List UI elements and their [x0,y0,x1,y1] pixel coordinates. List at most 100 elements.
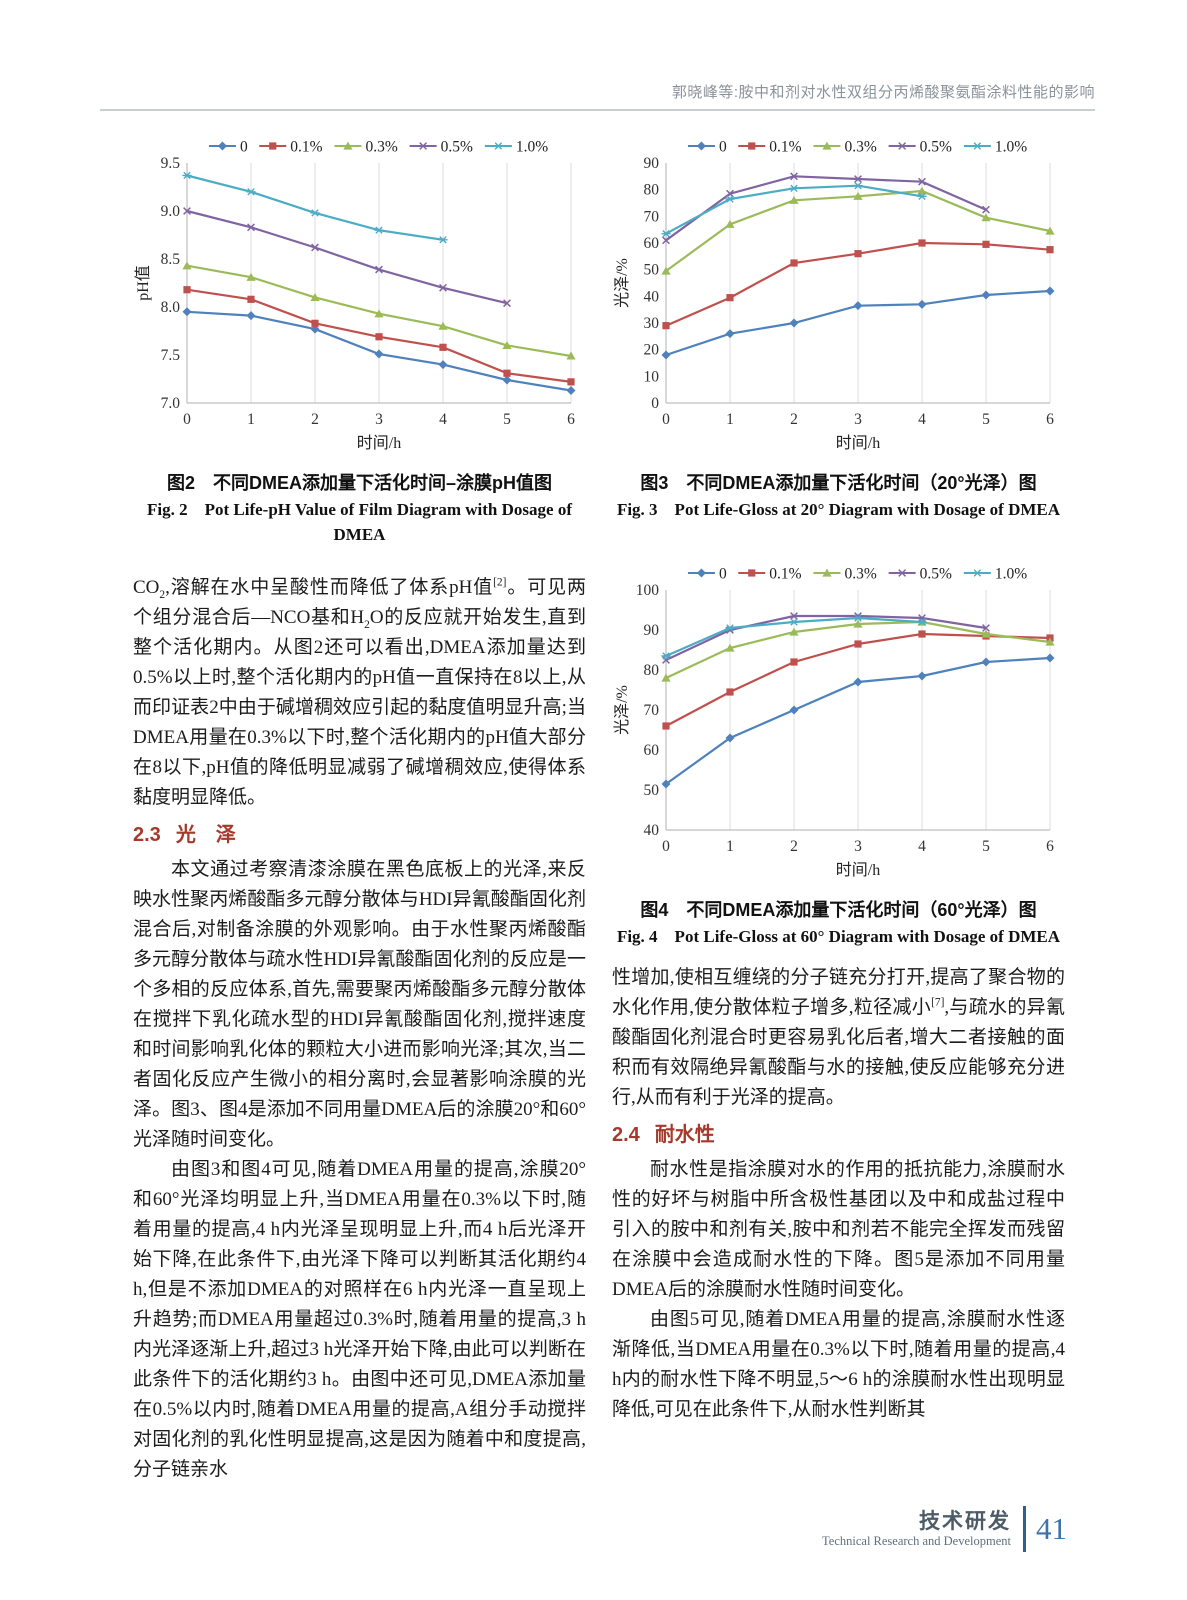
y-tick-label: 90 [644,622,660,639]
y-axis-title: 光泽/% [613,685,631,735]
triangle-marker [343,141,353,150]
footer-section-zh: 技术研发 [919,1509,1011,1533]
diamond-marker [217,141,227,151]
legend-label: 0.5% [441,139,473,156]
star-marker [661,652,671,660]
legend-item-1.0%: 1.0% [484,139,548,156]
triangle-marker [502,341,512,349]
square-marker [790,259,798,267]
x-tick-label: 0 [662,411,670,428]
x-tick-label: 3 [854,838,862,855]
square-marker [439,343,447,351]
square-marker [982,240,990,248]
x-marker [982,624,990,632]
diamond-marker [438,360,448,370]
x-axis-title: 时间/h [357,434,401,452]
triangle-marker [1045,226,1055,235]
diamond-marker [696,141,706,151]
legend-item-1.0%: 1.0% [963,566,1027,583]
legend-label: 0.5% [920,139,952,156]
fig2-caption-zh: 图2 不同DMEA添加量下活化时间–涂膜pH值图 [166,473,552,493]
legend-label: 0.3% [844,566,876,583]
star-marker [310,209,320,217]
triangle-marker [566,351,576,360]
fig2-caption-en: Fig. 2 Pot Life-pH Value of Film Diagram… [147,500,572,544]
star-marker [661,229,671,238]
x-tick-label: 5 [503,411,511,428]
paragraph: 由图5可见,随着DMEA用量的提高,涂膜耐水性逐渐降低,当DMEA用量在0.3%… [612,1309,1065,1420]
square-marker [748,569,756,577]
right-body-text: 性增加,使相互缠绕的分子链充分打开,提高了聚合物的水化作用,使分散体粒子增多,粒… [612,963,1065,1425]
diamond-marker [789,318,799,328]
x-axis-title: 时间/h [836,861,880,879]
fig4-caption-en: Fig. 4 Pot Life-Gloss at 60° Diagram wit… [616,927,1061,946]
triangle-marker [246,272,256,281]
diamond-marker [917,299,927,309]
square-marker [662,322,670,330]
series-0.3% [661,617,1055,682]
x-tick-label: 4 [918,411,926,428]
triangle-marker [438,321,448,330]
y-tick-label: 8.0 [161,299,181,316]
x-marker [439,283,447,292]
x-tick-label: 2 [311,411,319,428]
legend-item-0.5%: 0.5% [888,566,952,583]
triangle-marker [661,266,671,275]
series-1.0% [182,171,448,244]
triangle-marker [981,629,991,638]
square-marker [854,640,862,648]
x-marker [375,265,383,274]
two-column-layout: 7.0 7.5 8.0 8.5 9.0 9.5 0 1 2 3 4 5 6 时间/h pH值 0 0.1% 0.3… [133,133,1065,1485]
paragraph: 耐水性是指涂膜对水的作用的抵抗能力,涂膜耐水性的好坏与树脂中所含极性基团以及中和… [612,1159,1065,1300]
legend-label: 1.0% [995,139,1027,156]
star-marker [789,184,799,193]
series-1.0% [661,614,927,660]
star-marker [917,192,927,201]
fig2-svg: 7.0 7.5 8.0 8.5 9.0 9.5 0 1 2 3 4 5 6 时间/h pH值 0 0.1% 0.3… [134,139,576,452]
y-tick-label: 80 [644,182,660,199]
diamond-marker [661,350,671,360]
legend-label: 0.5% [920,566,952,583]
fig3-caption-en: Fig. 3 Pot Life-Gloss at 20° Diagram wit… [616,500,1061,519]
triangle-marker [789,195,799,204]
square-marker [748,142,756,150]
figure-fig4: 40 50 60 70 80 90 100 0 1 2 3 4 5 6 时间/h 光泽/% 0 0.1% 0.3% 0… [612,560,1065,949]
x-tick-label: 2 [790,838,798,855]
diamond-marker [725,733,735,743]
square-marker [726,294,734,302]
series-0.3% [661,186,1055,275]
fig4-chart: 40 50 60 70 80 90 100 0 1 2 3 4 5 6 时间/h 光泽/% 0 0.1% 0.3% 0… [612,560,1065,895]
star-marker [493,142,503,150]
series-1.0% [661,181,927,238]
section-heading-2-3: 2.3 光 泽 [133,820,586,850]
y-tick-label: 50 [644,262,660,279]
x-tick-label: 1 [247,411,255,428]
x-tick-label: 6 [1046,838,1054,855]
triangle-marker [725,219,735,228]
y-tick-label: 7.0 [161,395,181,412]
triangle-marker [374,309,384,318]
x-tick-label: 0 [662,838,670,855]
star-marker [246,188,256,196]
x-tick-label: 6 [1046,411,1054,428]
legend-item-0.5%: 0.5% [409,139,473,156]
diamond-marker [1045,286,1055,296]
figure-fig2: 7.0 7.5 8.0 8.5 9.0 9.5 0 1 2 3 4 5 6 时间/h pH值 0 0.1% 0.3… [133,133,586,547]
legend-label: 0.1% [769,566,801,583]
x-marker [854,175,862,183]
column-right: 0 10 20 30 40 50 60 70 80 90 0 1 2 3 4 5 6 时间/h 光泽/% 0 0.1% 0… [612,133,1065,1485]
x-marker [311,243,319,252]
section-heading-2-4: 2.4 耐水性 [612,1120,1065,1150]
star-marker [725,195,735,203]
y-tick-label: 20 [644,342,660,359]
diamond-marker [981,657,991,667]
fig3-caption: 图3 不同DMEA添加量下活化时间（20°光泽）图 Fig. 3 Pot Lif… [612,470,1065,522]
y-tick-label: 40 [644,822,660,839]
star-marker [374,226,384,234]
y-tick-label: 9.0 [161,203,181,220]
triangle-marker [853,619,863,628]
square-marker [1046,246,1054,254]
square-marker [311,319,319,327]
diamond-marker [917,671,927,681]
x-marker [982,205,990,214]
